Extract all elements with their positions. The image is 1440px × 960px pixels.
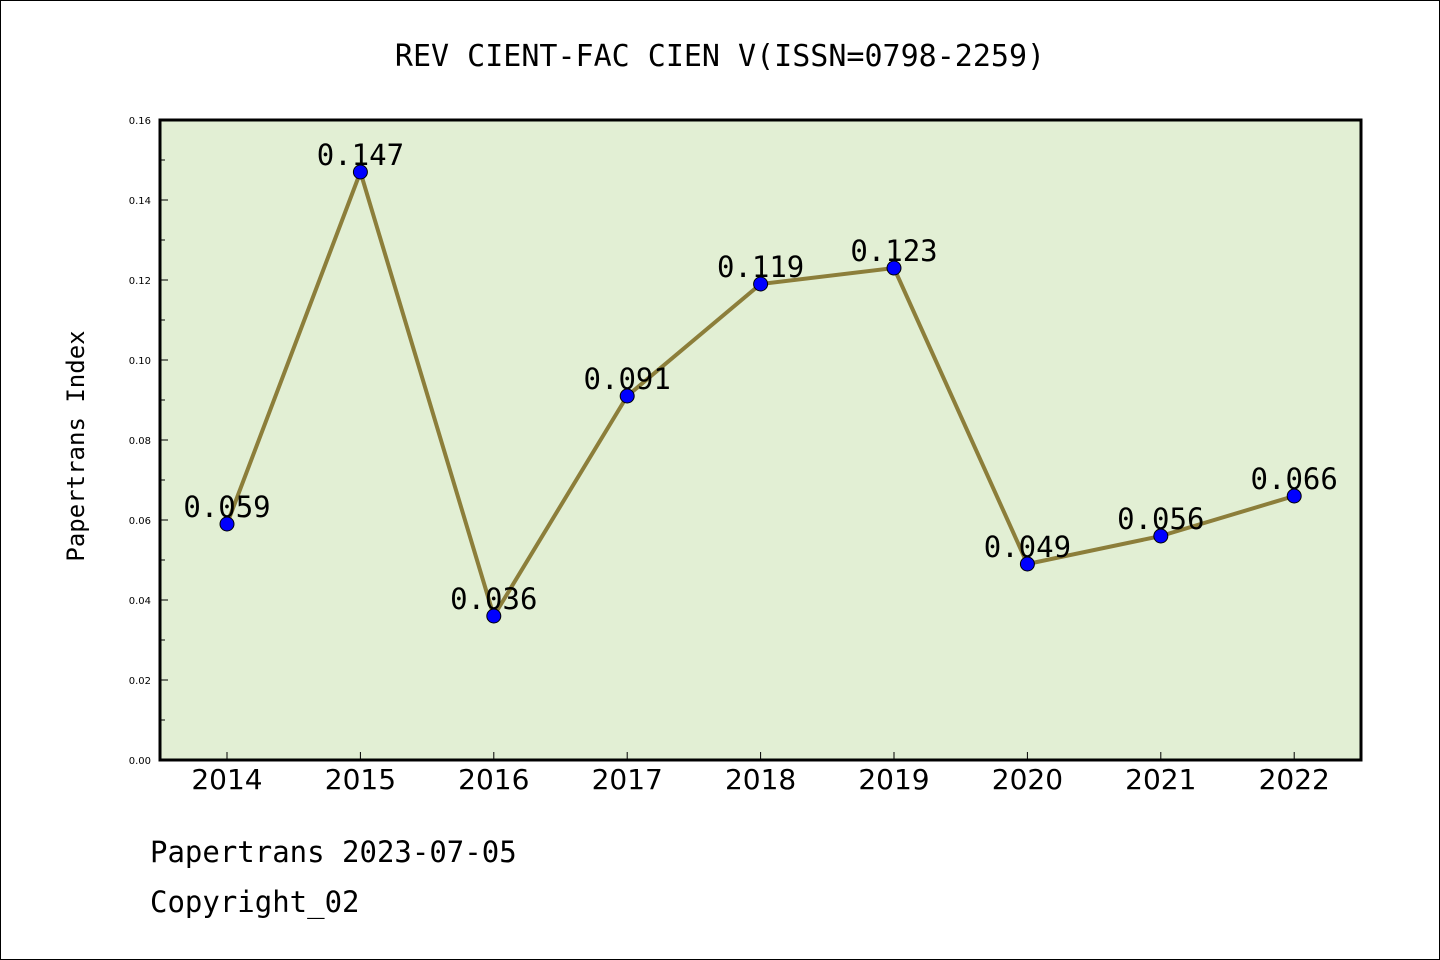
x-tick-label: 2017 xyxy=(592,763,663,796)
data-labels: 0.059 0.147 0.036 0.091 0.119 0.123 0.049 0.056… xyxy=(183,138,1338,616)
footer-copyright: Copyright_02 xyxy=(150,885,360,919)
data-label: 0.036 xyxy=(450,582,537,616)
data-label: 0.147 xyxy=(317,138,404,172)
data-label: 0.091 xyxy=(584,362,671,396)
y-tick-label: 0.00 xyxy=(129,756,151,767)
chart-title: REV CIENT-FAC CIEN V(ISSN=0798-2259) xyxy=(395,39,1045,74)
data-point xyxy=(886,260,902,276)
x-tick-label: 2020 xyxy=(992,763,1063,796)
data-label: 0.123 xyxy=(850,234,937,268)
data-label: 0.066 xyxy=(1251,462,1338,496)
data-label: 0.059 xyxy=(183,490,270,524)
data-label: 0.119 xyxy=(717,250,804,284)
x-tick-label: 2019 xyxy=(858,763,929,796)
x-tick-label: 2018 xyxy=(725,763,796,796)
data-point xyxy=(1286,488,1302,504)
data-label: 0.049 xyxy=(984,530,1071,564)
y-tick-label: 0.02 xyxy=(129,676,151,687)
x-tick-label: 2014 xyxy=(191,763,262,796)
footer-date: Papertrans 2023-07-05 xyxy=(150,835,517,869)
y-tick-label: 0.16 xyxy=(129,116,151,127)
y-axis: 0.00 0.02 0.04 0.06 0.08 0.10 0.12 0.14 0.16 xyxy=(129,116,168,767)
data-point xyxy=(352,164,368,180)
y-tick-label: 0.08 xyxy=(129,436,151,447)
data-point xyxy=(619,388,635,404)
data-point xyxy=(1153,528,1169,544)
data-point xyxy=(486,608,502,624)
y-tick-label: 0.12 xyxy=(129,276,151,287)
data-point xyxy=(753,276,769,292)
x-tick-label: 2021 xyxy=(1125,763,1196,796)
data-label: 0.056 xyxy=(1117,502,1204,536)
data-point xyxy=(219,516,235,532)
data-point xyxy=(1019,556,1035,572)
x-tick-label: 2022 xyxy=(1259,763,1330,796)
y-axis-label: Papertrans Index xyxy=(62,330,90,561)
y-tick-label: 0.06 xyxy=(129,516,151,527)
plot-area xyxy=(158,118,1363,762)
y-tick-label: 0.10 xyxy=(129,356,151,367)
x-tick-label: 2015 xyxy=(325,763,396,796)
y-tick-label: 0.04 xyxy=(129,596,151,607)
y-tick-label: 0.14 xyxy=(129,196,151,207)
x-axis: 2014 2015 2016 2017 2018 2019 2020 2021 2022 xyxy=(191,752,1330,796)
data-markers xyxy=(219,164,1302,624)
x-tick-label: 2016 xyxy=(458,763,529,796)
